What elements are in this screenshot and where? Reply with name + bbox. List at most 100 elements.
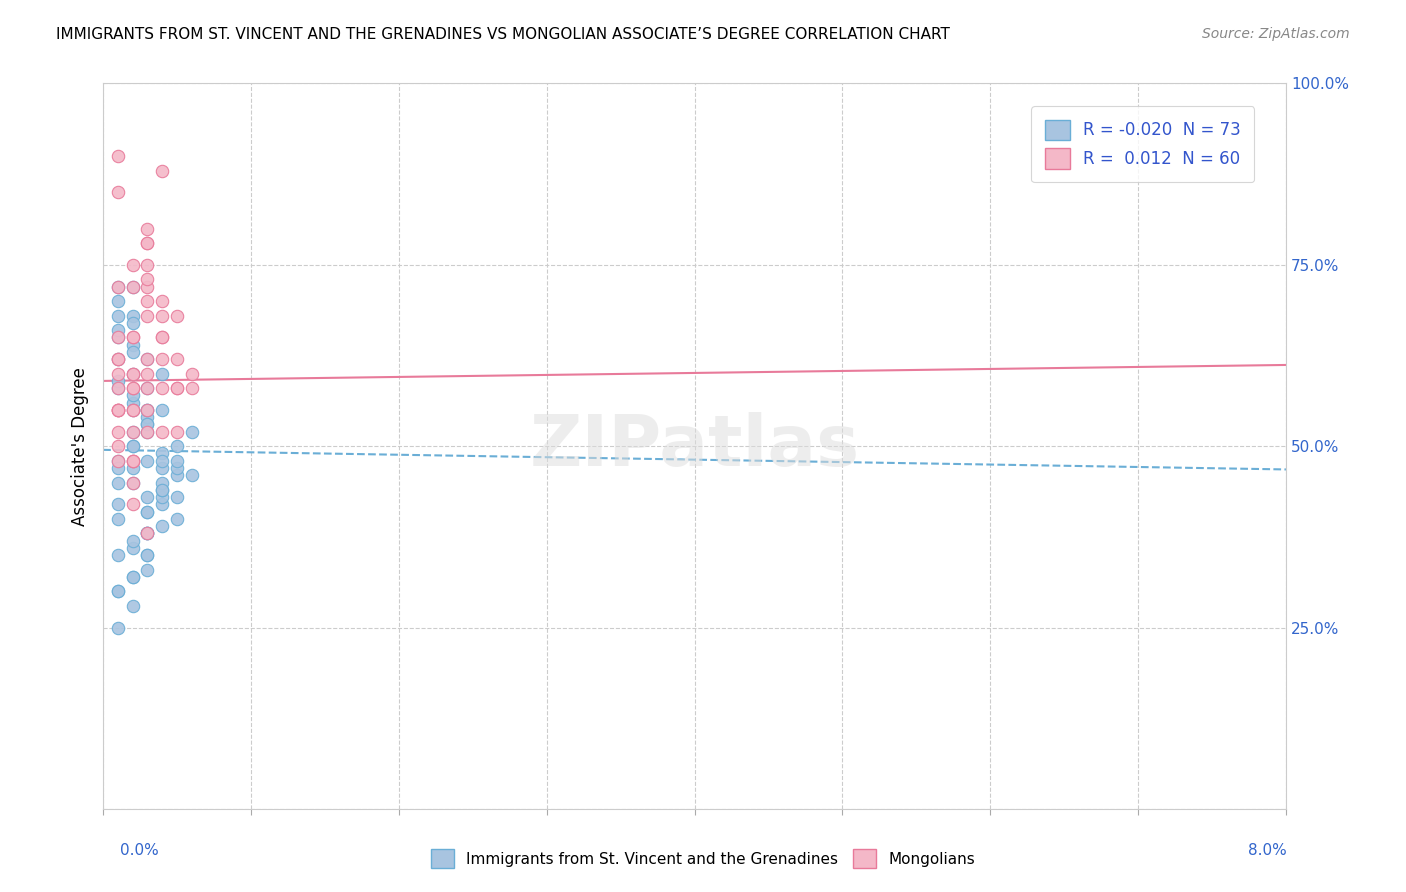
Point: [121, 367, 143, 381]
Point: [107, 381, 129, 395]
Point: [121, 367, 143, 381]
Point: [121, 279, 143, 293]
Point: [107, 279, 129, 293]
Point: [136, 548, 159, 562]
Y-axis label: Associate's Degree: Associate's Degree: [72, 367, 89, 525]
Point: [136, 548, 159, 562]
Point: [150, 483, 173, 497]
Point: [136, 381, 159, 395]
Point: [121, 309, 143, 323]
Point: [107, 621, 129, 635]
Point: [107, 352, 129, 367]
Point: [121, 330, 143, 344]
Point: [150, 367, 173, 381]
Point: [121, 454, 143, 468]
Point: [166, 425, 188, 439]
Point: [136, 410, 159, 425]
Point: [136, 403, 159, 417]
Point: [136, 526, 159, 541]
Point: [136, 381, 159, 395]
Point: [136, 504, 159, 518]
Point: [107, 374, 129, 388]
Point: [150, 294, 173, 309]
Point: [121, 279, 143, 293]
Point: [121, 439, 143, 453]
Point: [107, 352, 129, 367]
Point: [121, 316, 143, 330]
Point: [166, 490, 188, 504]
Point: [121, 388, 143, 402]
Point: [107, 548, 129, 562]
Point: [166, 439, 188, 453]
Point: [107, 454, 129, 468]
Point: [121, 403, 143, 417]
Point: [136, 221, 159, 235]
Point: [136, 352, 159, 367]
Point: [150, 497, 173, 511]
Point: [166, 352, 188, 367]
Point: [121, 367, 143, 381]
Point: [136, 309, 159, 323]
Point: [180, 381, 202, 395]
Point: [121, 425, 143, 439]
Point: [121, 439, 143, 453]
Point: [121, 570, 143, 584]
Point: [136, 235, 159, 250]
Point: [150, 490, 173, 504]
Point: [150, 475, 173, 490]
Point: [150, 381, 173, 395]
Point: [121, 403, 143, 417]
Text: ZIPatlas: ZIPatlas: [530, 412, 859, 481]
Point: [166, 512, 188, 526]
Point: [121, 570, 143, 584]
Point: [121, 497, 143, 511]
Point: [136, 425, 159, 439]
Point: [136, 417, 159, 432]
Point: [136, 258, 159, 272]
Point: [136, 504, 159, 518]
Point: [107, 454, 129, 468]
Point: [166, 381, 188, 395]
Point: [107, 381, 129, 395]
Point: [107, 497, 129, 511]
Point: [107, 186, 129, 200]
Point: [107, 330, 129, 344]
Point: [107, 512, 129, 526]
Point: [136, 272, 159, 286]
Point: [121, 381, 143, 395]
Point: [150, 330, 173, 344]
Point: [136, 235, 159, 250]
Point: [136, 563, 159, 577]
Point: [150, 454, 173, 468]
Point: [107, 323, 129, 337]
Point: [166, 454, 188, 468]
Point: [121, 330, 143, 344]
Text: IMMIGRANTS FROM ST. VINCENT AND THE GRENADINES VS MONGOLIAN ASSOCIATE’S DEGREE C: IMMIGRANTS FROM ST. VINCENT AND THE GREN…: [56, 27, 950, 42]
Point: [121, 345, 143, 359]
Point: [121, 381, 143, 395]
Point: [150, 483, 173, 497]
Point: [107, 149, 129, 163]
Point: [166, 381, 188, 395]
Point: [136, 279, 159, 293]
Point: [136, 454, 159, 468]
Point: [136, 490, 159, 504]
Point: [150, 309, 173, 323]
Point: [136, 526, 159, 541]
Point: [121, 475, 143, 490]
Point: [121, 454, 143, 468]
Point: [180, 468, 202, 483]
Point: [107, 279, 129, 293]
Point: [107, 425, 129, 439]
Point: [136, 417, 159, 432]
Point: [150, 163, 173, 178]
Point: [136, 526, 159, 541]
Point: [121, 403, 143, 417]
Point: [121, 461, 143, 475]
Point: [107, 309, 129, 323]
Point: [150, 461, 173, 475]
Point: [121, 541, 143, 555]
Point: [150, 403, 173, 417]
Point: [121, 337, 143, 351]
Point: [150, 425, 173, 439]
